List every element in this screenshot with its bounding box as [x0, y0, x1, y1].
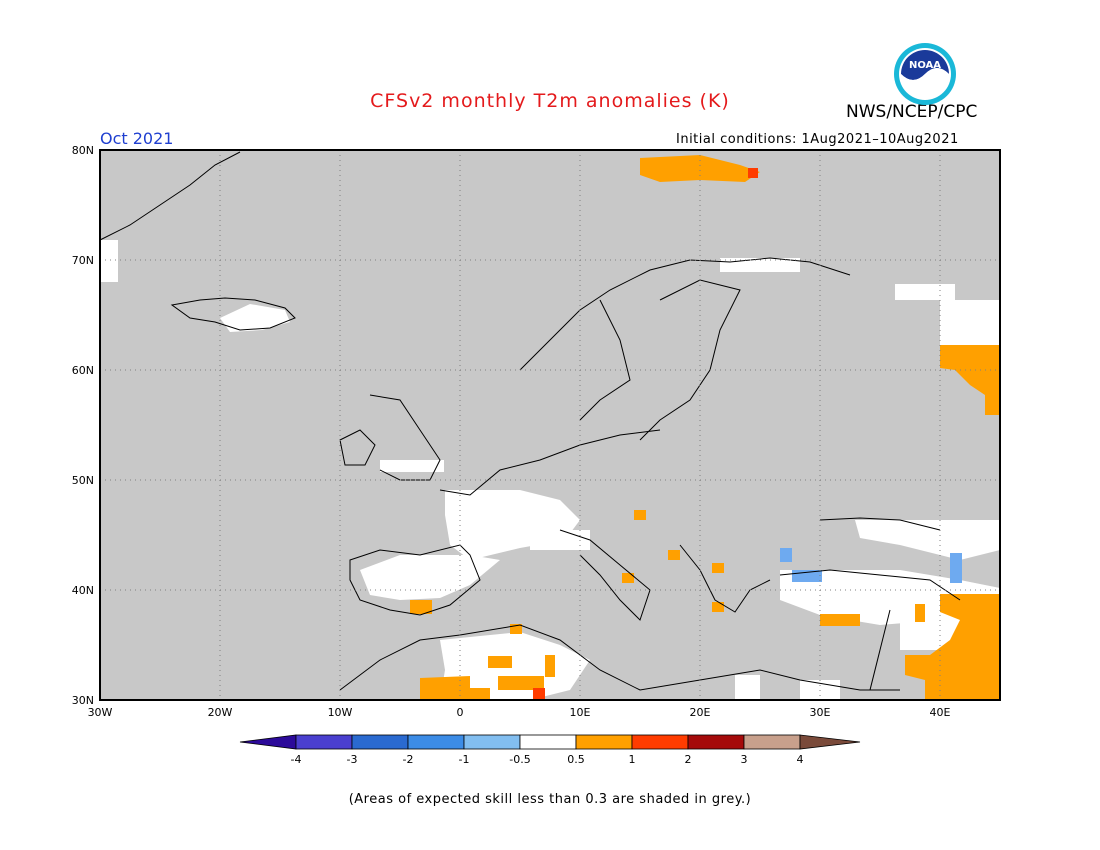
alps-patch: [530, 530, 590, 550]
urals-patch: [940, 345, 1000, 415]
albania-patch: [712, 563, 724, 573]
logo-text: NOAA: [909, 60, 941, 71]
warm-anomaly-regions: [410, 155, 1000, 700]
morocco-patch: [420, 676, 490, 700]
tunisia-patch: [545, 655, 555, 677]
latitude-labels: 80N 70N 60N 50N 40N 30N: [72, 144, 94, 707]
turkey-coast: [779, 569, 961, 601]
northwest-russia-patch: [940, 300, 1000, 345]
ireland-coast: [339, 429, 376, 466]
balkan-patch: [668, 550, 680, 560]
colorbar-label: -2: [403, 753, 414, 766]
algeria-hot-cell: [533, 688, 545, 700]
chart-title: CFSv2 monthly T2m anomalies (K): [370, 90, 730, 112]
colorbar-bin: [407, 734, 465, 750]
gridlines: [100, 150, 1000, 700]
colorbar-label: 1: [629, 753, 636, 766]
lat-label: 40N: [72, 584, 94, 597]
lat-label: 60N: [72, 364, 94, 377]
lat-label: 30N: [72, 694, 94, 707]
north-africa-patch: [440, 632, 590, 700]
agency-label: NWS/NCEP/CPC: [846, 102, 978, 122]
lon-label: 30W: [88, 706, 113, 719]
colorbar-label: 3: [741, 753, 748, 766]
levant-coast: [869, 609, 891, 691]
slovenia-patch: [634, 510, 646, 520]
spain-patch: [410, 600, 432, 614]
initial-conditions: Initial conditions: 1Aug2021–10Aug2021: [676, 132, 959, 147]
greenland-coast: [99, 151, 241, 241]
iberia-patch: [360, 555, 500, 600]
black-sea-coast: [819, 517, 941, 531]
lat-label: 50N: [72, 474, 94, 487]
turkey-south-patch: [820, 614, 860, 626]
colorbar-bin: [687, 734, 745, 750]
iceland-coast: [170, 297, 296, 331]
colorbar-bin: [743, 734, 801, 750]
svalbard-patch: [640, 155, 760, 182]
lat-label: 80N: [72, 144, 94, 157]
north-africa-coast: [339, 624, 900, 691]
north-sea-coast: [439, 429, 661, 496]
egypt-patch: [735, 675, 760, 700]
bosphorus-cool-cell: [780, 548, 792, 562]
greenland-east-patch: [100, 240, 118, 282]
lon-label: 30E: [810, 706, 831, 719]
tunisia-north-patch: [510, 624, 522, 634]
colorbar: -4 -3 -2 -1 -0.5 0.5 1 2 3 4: [239, 734, 861, 766]
atlas-patch: [488, 656, 512, 668]
colorbar-bin: [463, 734, 521, 750]
longitude-labels: 30W 20W 10W 0 10E 20E 30E 40E: [88, 706, 951, 719]
lon-label: 20W: [208, 706, 233, 719]
italy-south-patch: [622, 573, 634, 583]
middle-east-patch: [905, 594, 1000, 700]
lat-label: 70N: [72, 254, 94, 267]
colorbar-label: 4: [797, 753, 804, 766]
colorbar-bin: [295, 734, 353, 750]
noaa-logo-icon: NOAA: [894, 43, 956, 105]
lon-label: 10E: [570, 706, 591, 719]
italy-coast: [559, 529, 651, 621]
kola-patch: [895, 284, 955, 300]
colorbar-bin: [631, 734, 689, 750]
colorbar-label: 0.5: [567, 753, 585, 766]
colorbar-bin: [519, 734, 577, 750]
svalbard-hot-cell: [748, 168, 758, 178]
lon-label: 10W: [328, 706, 353, 719]
colorbar-label: 2: [685, 753, 692, 766]
colorbar-label: -1: [459, 753, 470, 766]
caucasus-patch: [855, 520, 1000, 560]
sweden-west-coast: [579, 299, 631, 421]
colorbar-bin: [351, 734, 409, 750]
greece-patch: [712, 602, 724, 612]
lon-label: 40E: [930, 706, 951, 719]
lon-label: 20E: [690, 706, 711, 719]
strong-warm-regions: [533, 168, 758, 700]
iberia-coast: [349, 544, 481, 616]
balkan-coast: [679, 544, 771, 613]
colorbar-bin: [575, 734, 633, 750]
bothnia-coast: [639, 279, 741, 441]
map-frame: [99, 149, 1001, 701]
colorbar-high-arrow: [799, 734, 861, 750]
colorbar-label: -0.5: [509, 753, 530, 766]
colorbar-label: -3: [347, 753, 358, 766]
syria-patch: [915, 604, 925, 622]
lon-label: 0: [457, 706, 464, 719]
iceland-patch: [220, 304, 290, 332]
algeria-patch: [498, 676, 544, 690]
colorbar-low-arrow: [239, 734, 297, 750]
skill-footnote: (Areas of expected skill less than 0.3 a…: [348, 792, 752, 807]
forecast-month: Oct 2021: [100, 129, 174, 148]
caspian-cool-cell: [950, 553, 962, 583]
uk-patch: [380, 460, 444, 472]
colorbar-label: -4: [291, 753, 302, 766]
